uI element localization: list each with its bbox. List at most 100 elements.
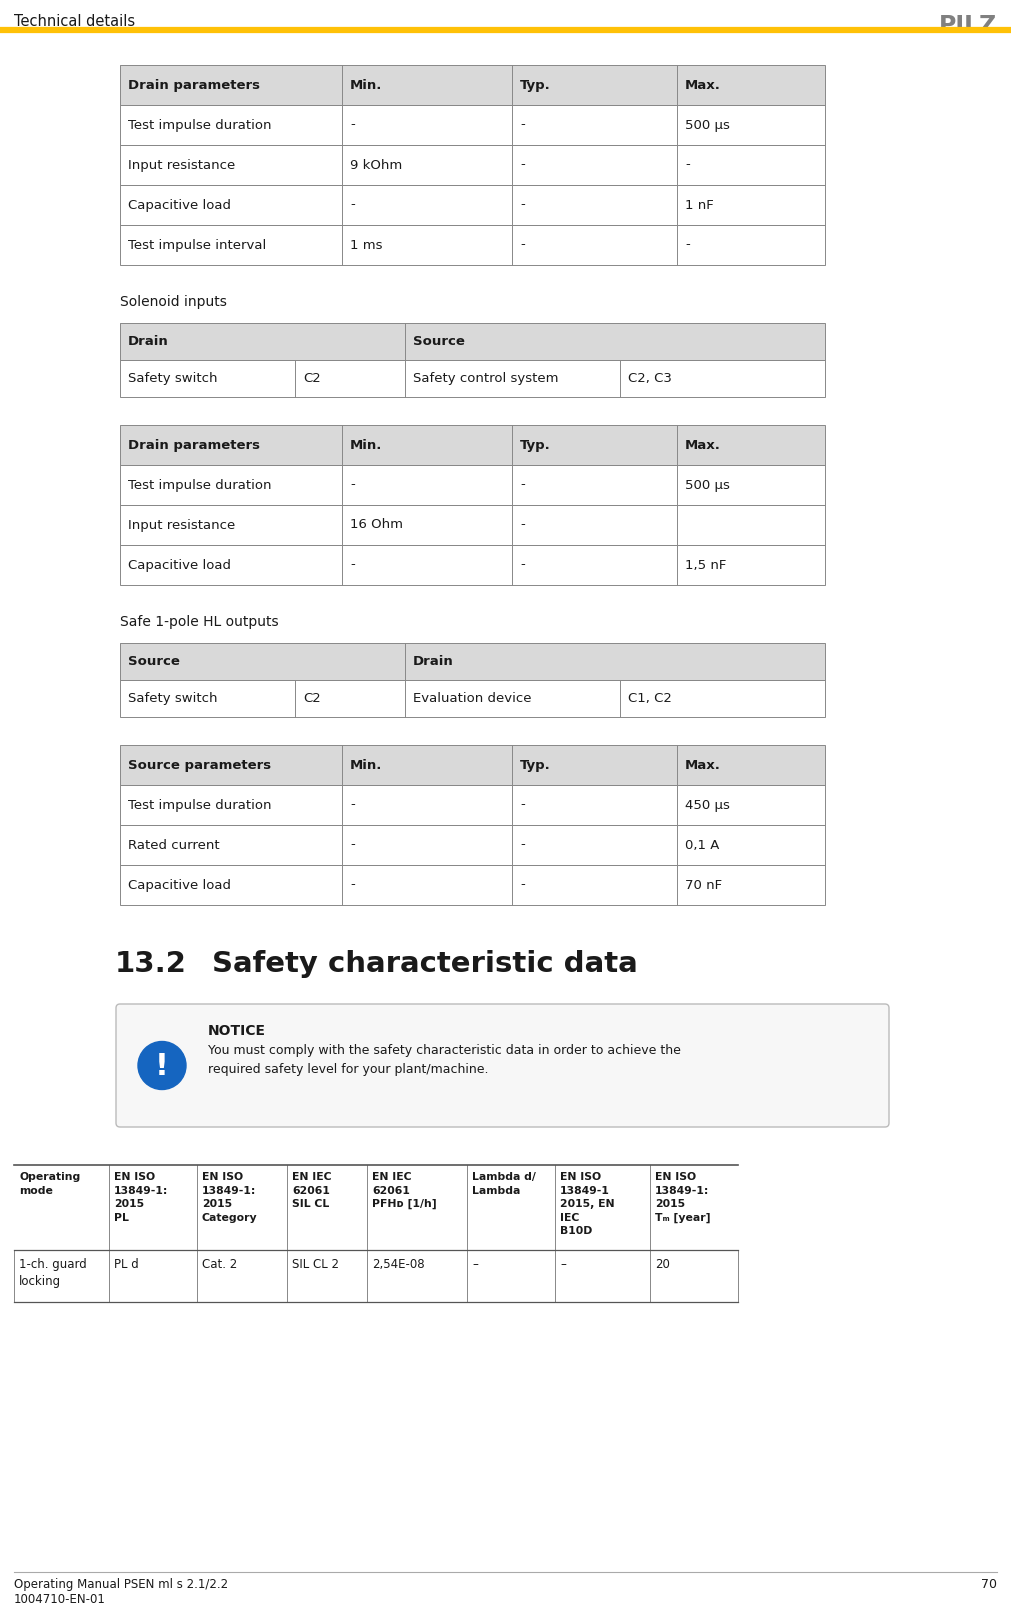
- Text: Technical details: Technical details: [14, 14, 135, 29]
- Bar: [120, 145, 825, 185]
- Text: Input resistance: Input resistance: [128, 518, 236, 531]
- Text: Safety switch: Safety switch: [128, 692, 217, 705]
- Circle shape: [137, 1041, 186, 1089]
- Text: EN IEC
62061
PFHᴅ [1/h]: EN IEC 62061 PFHᴅ [1/h]: [372, 1171, 437, 1210]
- Text: Typ.: Typ.: [520, 439, 551, 452]
- Text: PL d: PL d: [114, 1258, 139, 1271]
- Text: 2,54E-08: 2,54E-08: [372, 1258, 425, 1271]
- Bar: [120, 323, 825, 360]
- Text: Source: Source: [128, 655, 180, 668]
- Text: C1, C2: C1, C2: [628, 692, 672, 705]
- FancyBboxPatch shape: [116, 1004, 889, 1126]
- Bar: [120, 185, 825, 225]
- Bar: [120, 225, 825, 265]
- Text: Drain parameters: Drain parameters: [128, 79, 260, 92]
- Bar: [120, 745, 825, 785]
- Text: Safety characteristic data: Safety characteristic data: [212, 949, 638, 978]
- Text: EN IEC
62061
SIL CL: EN IEC 62061 SIL CL: [292, 1171, 332, 1210]
- Text: -: -: [685, 238, 690, 251]
- Text: 500 µs: 500 µs: [685, 119, 730, 132]
- Text: Capacitive load: Capacitive load: [128, 879, 231, 891]
- Text: Lambda d/
Lambda: Lambda d/ Lambda: [472, 1171, 536, 1195]
- Text: 16 Ohm: 16 Ohm: [350, 518, 403, 531]
- Text: -: -: [350, 798, 355, 811]
- Text: You must comply with the safety characteristic data in order to achieve the
requ: You must comply with the safety characte…: [208, 1044, 680, 1075]
- Bar: [120, 825, 825, 866]
- Text: 1,5 nF: 1,5 nF: [685, 558, 726, 571]
- Text: Min.: Min.: [350, 758, 382, 771]
- Text: 500 µs: 500 µs: [685, 478, 730, 491]
- Bar: [14, 1165, 738, 1250]
- Text: Min.: Min.: [350, 79, 382, 92]
- Text: 1 nF: 1 nF: [685, 198, 714, 211]
- Text: -: -: [520, 119, 525, 132]
- Text: -: -: [520, 798, 525, 811]
- Text: 1004710-EN-01: 1004710-EN-01: [14, 1593, 106, 1606]
- Text: –: –: [560, 1258, 566, 1271]
- Bar: [120, 545, 825, 586]
- Text: Source: Source: [413, 335, 465, 348]
- Text: Drain: Drain: [128, 335, 169, 348]
- Text: Typ.: Typ.: [520, 758, 551, 771]
- Text: 1 ms: 1 ms: [350, 238, 382, 251]
- Bar: [120, 505, 825, 545]
- Bar: [120, 145, 825, 185]
- Bar: [120, 465, 825, 505]
- Bar: [120, 465, 825, 505]
- Text: Safety switch: Safety switch: [128, 372, 217, 385]
- Text: -: -: [350, 558, 355, 571]
- Text: –: –: [472, 1258, 478, 1271]
- Text: Max.: Max.: [685, 79, 721, 92]
- Bar: [120, 64, 825, 105]
- Text: 450 µs: 450 µs: [685, 798, 730, 811]
- Text: -: -: [350, 478, 355, 491]
- Bar: [120, 785, 825, 825]
- Bar: [120, 360, 825, 397]
- Bar: [120, 360, 825, 397]
- Bar: [120, 825, 825, 866]
- Text: Safety control system: Safety control system: [413, 372, 558, 385]
- Text: -: -: [520, 238, 525, 251]
- Bar: [120, 425, 825, 465]
- Text: Test impulse duration: Test impulse duration: [128, 119, 272, 132]
- Text: 1-ch. guard
locking: 1-ch. guard locking: [19, 1258, 87, 1287]
- Text: Cat. 2: Cat. 2: [202, 1258, 238, 1271]
- Bar: [120, 681, 825, 718]
- Text: Drain: Drain: [413, 655, 454, 668]
- Text: C2: C2: [303, 692, 320, 705]
- Text: -: -: [685, 159, 690, 172]
- Text: 0,1 A: 0,1 A: [685, 838, 720, 851]
- Text: Capacitive load: Capacitive load: [128, 198, 231, 211]
- Text: -: -: [520, 558, 525, 571]
- Text: -: -: [520, 198, 525, 211]
- Text: 70 nF: 70 nF: [685, 879, 722, 891]
- Text: Test impulse duration: Test impulse duration: [128, 798, 272, 811]
- Bar: [120, 64, 825, 105]
- Text: !: !: [155, 1052, 169, 1081]
- Text: Operating
mode: Operating mode: [19, 1171, 80, 1195]
- Text: EN ISO
13849-1
2015, EN
IEC
B10D: EN ISO 13849-1 2015, EN IEC B10D: [560, 1171, 615, 1236]
- Text: Evaluation device: Evaluation device: [413, 692, 532, 705]
- Text: Max.: Max.: [685, 439, 721, 452]
- Text: Test impulse duration: Test impulse duration: [128, 478, 272, 491]
- Bar: [120, 644, 825, 681]
- Bar: [120, 681, 825, 718]
- Bar: [120, 185, 825, 225]
- Bar: [120, 505, 825, 545]
- Text: 9 kOhm: 9 kOhm: [350, 159, 402, 172]
- Bar: [120, 644, 825, 681]
- Text: Drain parameters: Drain parameters: [128, 439, 260, 452]
- Text: Rated current: Rated current: [128, 838, 219, 851]
- Text: -: -: [520, 879, 525, 891]
- Text: Test impulse interval: Test impulse interval: [128, 238, 266, 251]
- Text: SIL CL 2: SIL CL 2: [292, 1258, 339, 1271]
- Text: Solenoid inputs: Solenoid inputs: [120, 294, 226, 309]
- Text: EN ISO
13849-1:
2015
Tₘ [year]: EN ISO 13849-1: 2015 Tₘ [year]: [655, 1171, 711, 1223]
- Text: Typ.: Typ.: [520, 79, 551, 92]
- Bar: [120, 866, 825, 904]
- Text: -: -: [520, 518, 525, 531]
- Text: -: -: [350, 838, 355, 851]
- Bar: [120, 105, 825, 145]
- Bar: [120, 785, 825, 825]
- Text: Min.: Min.: [350, 439, 382, 452]
